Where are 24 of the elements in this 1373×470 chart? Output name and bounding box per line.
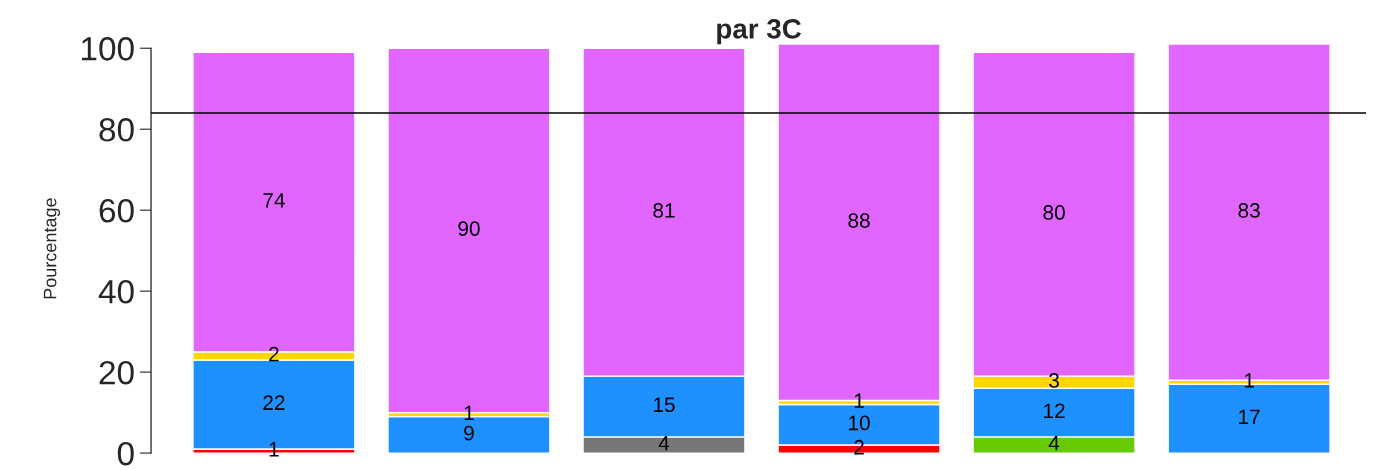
data-label: 74: [263, 193, 285, 208]
data-label: 10: [849, 415, 870, 431]
data-label: 81: [653, 203, 675, 218]
data-label: 22: [263, 395, 285, 410]
y-tick-label: 20: [99, 360, 134, 385]
data-label: 12: [1044, 403, 1065, 418]
y-tick-label: 80: [99, 118, 134, 142]
data-label: 15: [653, 397, 675, 413]
data-label: 88: [848, 213, 870, 228]
chart-title: par 3C: [717, 19, 802, 45]
data-label: 3: [1049, 373, 1059, 388]
data-label: 4: [1048, 436, 1060, 451]
y-axis-title: Pourcentage: [43, 198, 60, 299]
data-label: 90: [458, 221, 480, 236]
data-label: 17: [1239, 409, 1260, 425]
y-tick-label: 100: [81, 37, 134, 61]
data-label: 9: [464, 425, 474, 441]
y-tick-label: 0: [117, 441, 134, 466]
data-label: 80: [1043, 205, 1065, 220]
y-tick-label: 40: [98, 279, 134, 304]
y-tick-label: 60: [99, 198, 134, 223]
data-label: 1: [269, 442, 279, 457]
data-label: 4: [658, 436, 670, 451]
data-label: 83: [1238, 203, 1260, 218]
